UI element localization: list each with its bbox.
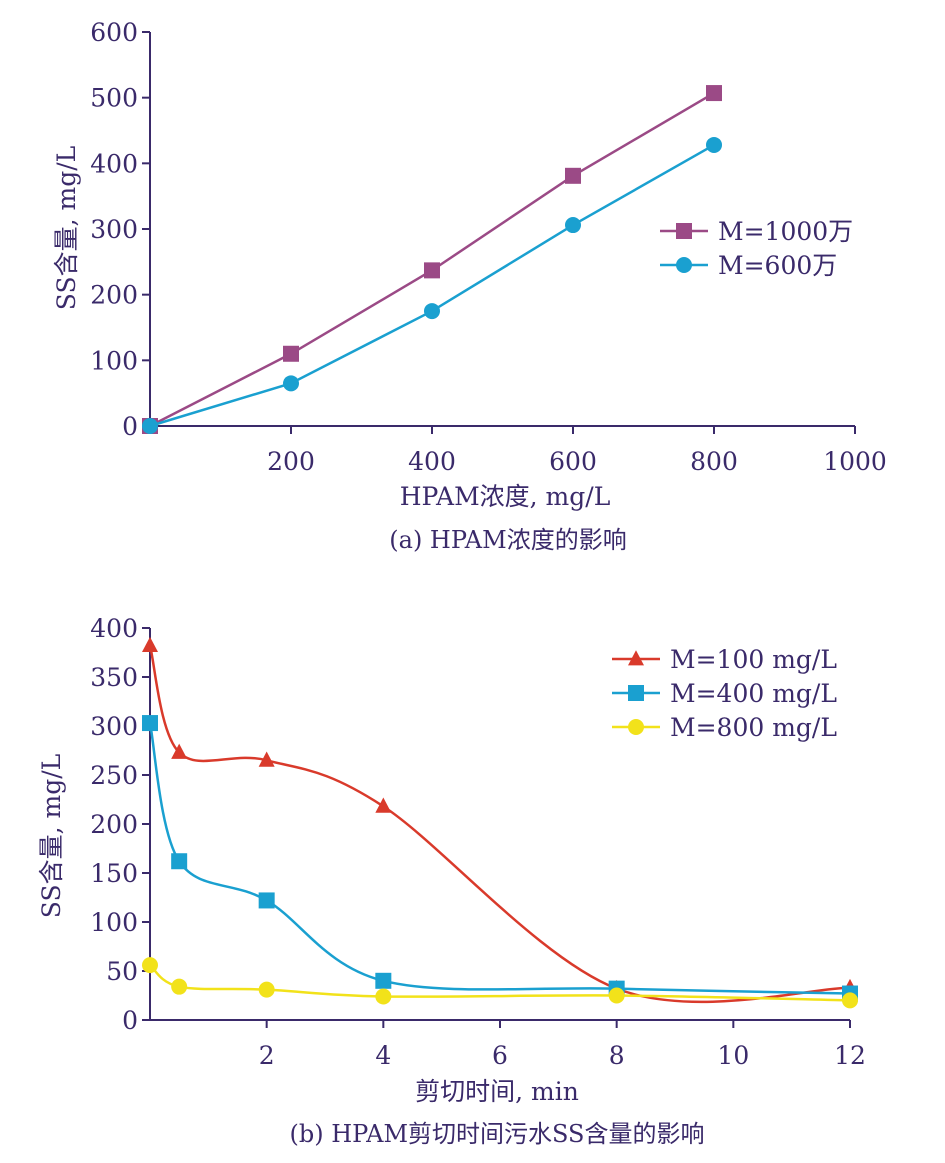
chart-a-series xyxy=(142,85,722,434)
data-point xyxy=(258,981,275,998)
chart-a-xlabel: HPAM浓度, mg/L xyxy=(400,482,611,511)
x-tick-label: 4 xyxy=(375,1041,391,1070)
data-point xyxy=(258,751,275,767)
data-point xyxy=(283,375,299,392)
chart-a-ylabel: SS含量, mg/L xyxy=(52,146,81,310)
legend-label: M=400 mg/L xyxy=(670,679,837,708)
y-tick-label: 100 xyxy=(90,346,138,375)
y-tick-label: 0 xyxy=(122,1006,138,1035)
data-point xyxy=(258,892,275,909)
series-line xyxy=(149,964,851,1002)
y-tick-label: 350 xyxy=(90,663,138,692)
data-point xyxy=(283,345,299,362)
data-point xyxy=(171,853,188,870)
y-tick-label: 50 xyxy=(106,957,138,986)
chart-a: 0 100 200 300 400 500 600 200 400 600 800 1000 SS含量… xyxy=(52,18,887,554)
y-tick-label: 200 xyxy=(90,810,138,839)
y-tick-label: 0 xyxy=(122,412,138,441)
legend-swatch-marker xyxy=(628,719,644,735)
data-point xyxy=(375,972,392,989)
series-line xyxy=(148,722,851,995)
chart-a-legend: M=1000万 M=600万 xyxy=(660,217,853,280)
y-tick-label: 200 xyxy=(90,281,138,310)
x-tick-label: 6 xyxy=(492,1041,508,1070)
chart-b-xlabel: 剪切时间, min xyxy=(415,1077,579,1106)
y-tick-label: 400 xyxy=(90,149,138,178)
chart-b: 0 50 100 150 200 250 300 350 400 2 4 6 8 10 12 SS含量, m… xyxy=(37,614,866,1148)
chart-b-series xyxy=(142,636,858,1009)
data-point xyxy=(608,987,625,1004)
data-point xyxy=(142,418,158,434)
y-tick-label: 400 xyxy=(90,614,138,643)
x-tick-label: 8 xyxy=(609,1041,625,1070)
legend-swatch-marker xyxy=(676,257,692,273)
y-tick-label: 300 xyxy=(90,215,138,244)
y-tick-label: 100 xyxy=(90,908,138,937)
legend-swatch-marker xyxy=(676,223,692,239)
legend-label: M=1000万 xyxy=(718,217,853,246)
data-point xyxy=(706,85,722,102)
x-tick-label: 200 xyxy=(267,447,315,476)
y-tick-label: 300 xyxy=(90,712,138,741)
y-tick-label: 250 xyxy=(90,761,138,790)
data-point xyxy=(842,992,858,1009)
x-tick-label: 400 xyxy=(408,447,456,476)
data-point xyxy=(171,743,188,759)
chart-b-caption: (b) HPAM剪切时间污水SS含量的影响 xyxy=(290,1120,705,1148)
x-tick-label: 800 xyxy=(690,447,738,476)
data-point xyxy=(142,957,158,974)
chart-a-ticks: 0 100 200 300 400 500 600 200 400 600 800 1000 xyxy=(90,18,887,476)
series-line xyxy=(149,91,715,428)
data-point xyxy=(375,988,392,1005)
legend-swatch-marker xyxy=(628,650,644,666)
x-tick-label: 1000 xyxy=(823,447,887,476)
data-point xyxy=(706,136,722,153)
x-tick-label: 600 xyxy=(549,447,597,476)
data-point xyxy=(565,217,581,234)
x-tick-label: 12 xyxy=(834,1041,866,1070)
y-tick-label: 500 xyxy=(90,84,138,113)
legend-label: M=800 mg/L xyxy=(670,713,837,742)
chart-b-ticks: 0 50 100 150 200 250 300 350 400 2 4 6 8 10 12 xyxy=(90,614,866,1070)
data-point xyxy=(565,167,581,184)
chart-b-ylabel: SS含量, mg/L xyxy=(37,754,66,918)
data-point xyxy=(424,262,440,279)
data-point xyxy=(142,636,158,653)
data-point xyxy=(375,797,392,813)
y-tick-label: 600 xyxy=(90,18,138,47)
data-point xyxy=(171,978,188,995)
chart-b-legend: M=100 mg/L M=400 mg/L M=800 mg/L xyxy=(612,645,837,742)
y-tick-label: 150 xyxy=(90,859,138,888)
data-point xyxy=(142,715,158,732)
legend-label: M=100 mg/L xyxy=(670,645,837,674)
chart-a-caption: (a) HPAM浓度的影响 xyxy=(389,526,626,554)
x-tick-label: 2 xyxy=(259,1041,275,1070)
data-point xyxy=(424,303,440,320)
legend-label: M=600万 xyxy=(718,251,837,280)
x-tick-label: 10 xyxy=(717,1041,749,1070)
legend-swatch-marker xyxy=(628,685,644,701)
